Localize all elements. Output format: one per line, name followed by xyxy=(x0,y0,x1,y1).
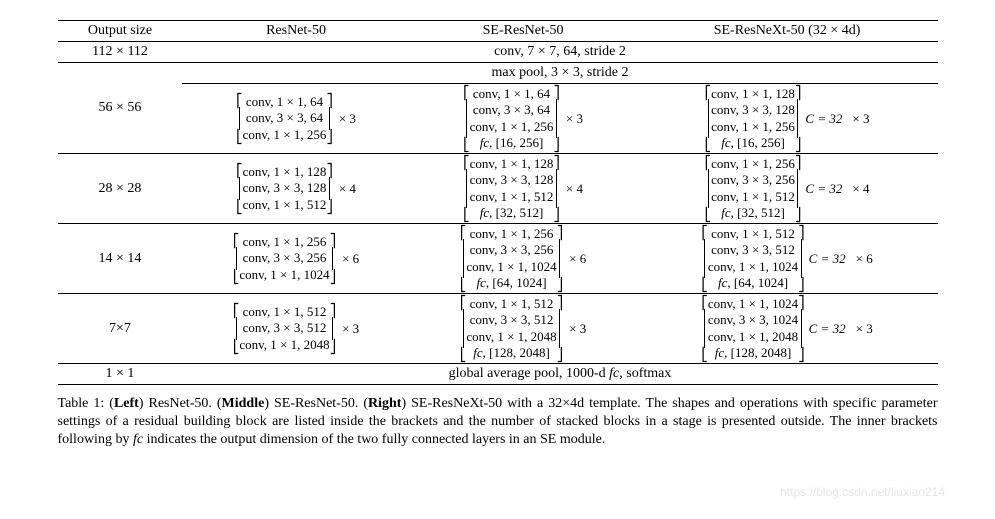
row-maxpool: 56 × 56 max pool, 3 × 3, stride 2 xyxy=(58,63,938,84)
table-caption: Table 1: (Left) ResNet-50. (Middle) SE-R… xyxy=(58,395,938,450)
cardinality-annotation: C = 32 xyxy=(801,181,846,197)
block-line: conv, 3 × 3, 128 xyxy=(243,180,327,196)
cardinality-annotation: C = 32 xyxy=(805,321,850,337)
stage-row: 7×7conv, 1 × 1, 512conv, 3 × 3, 512conv,… xyxy=(58,294,938,364)
block-line: conv, 1 × 1, 2048 xyxy=(708,329,798,345)
size-cell: 112 × 112 xyxy=(58,42,183,63)
size-cell: 28 × 28 xyxy=(58,154,183,224)
block-line: conv, 1 × 1, 512 xyxy=(239,304,329,320)
block-line: conv, 1 × 1, 256 xyxy=(711,119,795,135)
multiplier: × 6 xyxy=(336,251,359,267)
block-line: conv, 1 × 1, 256 xyxy=(243,127,327,143)
header-row: Output size ResNet-50 SE-ResNet-50 SE-Re… xyxy=(58,21,938,42)
block-cell: conv, 1 × 1, 256conv, 3 × 3, 256conv, 1 … xyxy=(637,154,938,224)
block-line: conv, 1 × 1, 2048 xyxy=(466,329,556,345)
block-line: conv, 1 × 1, 512 xyxy=(711,189,795,205)
block-cell: conv, 1 × 1, 64conv, 3 × 3, 64conv, 1 × … xyxy=(182,84,409,154)
block-line: conv, 3 × 3, 64 xyxy=(470,102,554,118)
multiplier: × 6 xyxy=(563,251,586,267)
multiplier: × 4 xyxy=(560,181,583,197)
block-line: conv, 1 × 1, 256 xyxy=(239,234,329,250)
block-cell: conv, 1 × 1, 1024conv, 3 × 3, 1024conv, … xyxy=(637,294,938,364)
row-final: 1 × 1global average pool, 1000-d fc, sof… xyxy=(58,364,938,385)
block-cell: conv, 1 × 1, 128conv, 3 × 3, 128conv, 1 … xyxy=(182,154,409,224)
block-line: fc, [64, 1024] xyxy=(466,275,556,291)
multiplier: × 6 xyxy=(850,251,873,267)
block-line: fc, [128, 2048] xyxy=(708,345,798,361)
header-resnet50: ResNet-50 xyxy=(182,21,409,42)
block-line: conv, 1 × 1, 512 xyxy=(470,189,554,205)
block-line: conv, 1 × 1, 512 xyxy=(466,296,556,312)
block-line: conv, 1 × 1, 128 xyxy=(243,164,327,180)
multiplier: × 3 xyxy=(560,111,583,127)
block-line: conv, 1 × 1, 128 xyxy=(711,86,795,102)
multiplier: × 4 xyxy=(333,181,356,197)
block-line: fc, [16, 256] xyxy=(711,135,795,151)
block-line: conv, 3 × 3, 64 xyxy=(243,110,327,126)
block-line: conv, 1 × 1, 1024 xyxy=(708,296,798,312)
block-line: fc, [32, 512] xyxy=(711,205,795,221)
block-line: conv, 1 × 1, 1024 xyxy=(239,267,329,283)
cardinality-annotation: C = 32 xyxy=(801,111,846,127)
block-line: conv, 1 × 1, 256 xyxy=(711,156,795,172)
block-line: conv, 3 × 3, 1024 xyxy=(708,312,798,328)
stage-row: 28 × 28conv, 1 × 1, 128conv, 3 × 3, 128c… xyxy=(58,154,938,224)
watermark: https://blog.csdn.net/liuxiao214 xyxy=(780,485,945,499)
block-line: conv, 3 × 3, 128 xyxy=(470,172,554,188)
block-line: conv, 3 × 3, 128 xyxy=(711,102,795,118)
block-line: conv, 1 × 1, 1024 xyxy=(466,259,556,275)
header-se-resnext50: SE-ResNeXt-50 (32 × 4d) xyxy=(637,21,938,42)
size-cell: 56 × 56 xyxy=(58,63,183,154)
block-line: conv, 1 × 1, 64 xyxy=(243,94,327,110)
block-cell: conv, 1 × 1, 256conv, 3 × 3, 256conv, 1 … xyxy=(410,224,637,294)
multiplier: × 3 xyxy=(850,321,873,337)
block-line: conv, 3 × 3, 512 xyxy=(466,312,556,328)
multiplier: × 3 xyxy=(333,111,356,127)
block-line: conv, 1 × 1, 512 xyxy=(708,226,798,242)
block-line: conv, 3 × 3, 256 xyxy=(466,242,556,258)
block-line: conv, 1 × 1, 64 xyxy=(470,86,554,102)
size-cell: 1 × 1 xyxy=(58,364,183,385)
block-line: fc, [128, 2048] xyxy=(466,345,556,361)
multiplier: × 3 xyxy=(336,321,359,337)
block-cell: conv, 1 × 1, 128conv, 3 × 3, 128conv, 1 … xyxy=(637,84,938,154)
block-cell: conv, 1 × 1, 64conv, 3 × 3, 64conv, 1 × … xyxy=(410,84,637,154)
block-line: conv, 3 × 3, 512 xyxy=(239,320,329,336)
caption-text: Table 1: (Left) ResNet-50. (Middle) SE-R… xyxy=(58,396,938,447)
stage-row: conv, 1 × 1, 64conv, 3 × 3, 64conv, 1 × … xyxy=(58,84,938,154)
size-cell: 14 × 14 xyxy=(58,224,183,294)
spanning-cell: conv, 7 × 7, 64, stride 2 xyxy=(182,42,937,63)
block-cell: conv, 1 × 1, 512conv, 3 × 3, 512conv, 1 … xyxy=(410,294,637,364)
header-se-resnet50: SE-ResNet-50 xyxy=(410,21,637,42)
block-cell: conv, 1 × 1, 128conv, 3 × 3, 128conv, 1 … xyxy=(410,154,637,224)
block-line: conv, 3 × 3, 512 xyxy=(708,242,798,258)
spanning-cell: global average pool, 1000-d fc, softmax xyxy=(182,364,937,385)
architecture-table: Output size ResNet-50 SE-ResNet-50 SE-Re… xyxy=(58,20,938,385)
table-body: 112 × 112 conv, 7 × 7, 64, stride 2 56 ×… xyxy=(58,42,938,385)
cardinality-annotation: C = 32 xyxy=(805,251,850,267)
block-line: conv, 3 × 3, 256 xyxy=(239,250,329,266)
header-output-size: Output size xyxy=(58,21,183,42)
block-line: conv, 1 × 1, 256 xyxy=(470,119,554,135)
block-cell: conv, 1 × 1, 256conv, 3 × 3, 256conv, 1 … xyxy=(182,224,409,294)
block-line: conv, 3 × 3, 256 xyxy=(711,172,795,188)
block-line: conv, 1 × 1, 512 xyxy=(243,197,327,213)
block-line: conv, 1 × 1, 256 xyxy=(466,226,556,242)
block-line: fc, [16, 256] xyxy=(470,135,554,151)
multiplier: × 4 xyxy=(846,181,869,197)
block-cell: conv, 1 × 1, 512conv, 3 × 3, 512conv, 1 … xyxy=(182,294,409,364)
block-line: conv, 1 × 1, 128 xyxy=(470,156,554,172)
stage-row: 14 × 14conv, 1 × 1, 256conv, 3 × 3, 256c… xyxy=(58,224,938,294)
block-line: conv, 1 × 1, 1024 xyxy=(708,259,798,275)
multiplier: × 3 xyxy=(846,111,869,127)
size-cell: 7×7 xyxy=(58,294,183,364)
multiplier: × 3 xyxy=(563,321,586,337)
block-line: conv, 1 × 1, 2048 xyxy=(239,337,329,353)
row-initial-conv: 112 × 112 conv, 7 × 7, 64, stride 2 xyxy=(58,42,938,63)
block-line: fc, [32, 512] xyxy=(470,205,554,221)
spanning-cell: max pool, 3 × 3, stride 2 xyxy=(182,63,937,84)
block-cell: conv, 1 × 1, 512conv, 3 × 3, 512conv, 1 … xyxy=(637,224,938,294)
block-line: fc, [64, 1024] xyxy=(708,275,798,291)
